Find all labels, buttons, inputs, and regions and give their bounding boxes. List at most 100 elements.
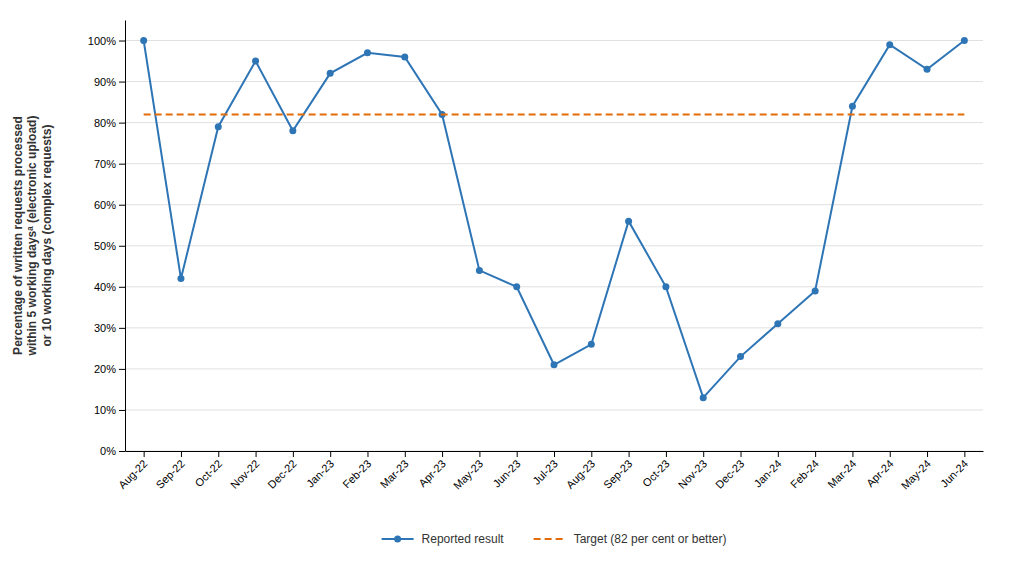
- legend-item: Reported result: [382, 532, 505, 546]
- legend-marker: [394, 536, 401, 543]
- y-tick-label: 10%: [94, 404, 116, 416]
- x-tick-label: Jun-24: [938, 457, 970, 489]
- x-tick: May-24: [899, 451, 933, 492]
- marker: [812, 287, 819, 294]
- marker: [513, 283, 520, 290]
- grid-line: [125, 245, 983, 246]
- grid-line: [125, 204, 983, 205]
- x-axis: Aug-22Sep-22Oct-22Nov-22Dec-22Jan-23Feb-…: [116, 451, 983, 492]
- x-tick-mark: [852, 451, 853, 457]
- x-tick-label: May-24: [899, 457, 933, 491]
- y-tick-label: 50%: [94, 240, 116, 252]
- marker: [625, 218, 632, 225]
- y-tick-mark: [119, 123, 125, 124]
- x-tick: Jan-24: [751, 451, 783, 490]
- marks: [140, 37, 968, 401]
- marker: [551, 361, 558, 368]
- x-tick-label: Dec-23: [713, 457, 747, 491]
- series-line: [144, 113, 965, 115]
- x-tick-mark: [703, 451, 704, 457]
- x-tick-mark: [778, 451, 779, 457]
- x-tick-mark: [367, 451, 368, 457]
- plot-area: 0%10%20%30%40%50%60%70%80%90%100%Aug-22S…: [88, 21, 984, 492]
- x-tick-mark: [927, 451, 928, 457]
- y-tick: 80%: [94, 117, 125, 129]
- marker: [588, 341, 595, 348]
- marker: [364, 49, 371, 56]
- x-tick-mark: [964, 451, 965, 457]
- grid-line: [125, 368, 983, 369]
- y-tick-mark: [119, 82, 125, 83]
- x-tick-mark: [256, 451, 257, 457]
- y-tick-mark: [119, 164, 125, 165]
- x-tick: Dec-22: [265, 451, 299, 491]
- x-tick-label: Feb-24: [788, 457, 821, 490]
- x-tick: Nov-23: [676, 451, 710, 491]
- grid-line: [125, 409, 983, 410]
- marker: [140, 37, 147, 44]
- marker: [774, 320, 781, 327]
- y-axis-title-line: within 5 working daysᵃ (electronic uploa…: [25, 116, 39, 357]
- y-tick-mark: [119, 410, 125, 411]
- y-tick: 50%: [94, 240, 125, 252]
- grid: [125, 41, 983, 451]
- y-tick: 100%: [88, 35, 125, 47]
- y-tick-mark: [119, 287, 125, 288]
- x-tick: May-23: [451, 451, 485, 492]
- x-tick-mark: [815, 451, 816, 457]
- y-tick-mark: [119, 41, 125, 42]
- y-tick-label: 70%: [94, 158, 116, 170]
- y-tick-label: 100%: [88, 35, 116, 47]
- x-tick-label: Oct-22: [192, 457, 224, 489]
- legend-label: Reported result: [422, 532, 505, 546]
- marker: [177, 275, 184, 282]
- marker: [401, 53, 408, 60]
- y-tick-label: 40%: [94, 281, 116, 293]
- y-tick: 10%: [94, 404, 125, 416]
- legend: Reported resultTarget (82 per cent or be…: [382, 532, 727, 546]
- y-tick: 0%: [100, 445, 125, 457]
- y-tick-label: 0%: [100, 445, 116, 457]
- x-tick-label: Apr-23: [416, 457, 448, 489]
- x-tick-mark: [293, 451, 294, 457]
- x-tick-label: Aug-22: [116, 457, 150, 491]
- y-tick-mark: [119, 328, 125, 329]
- x-tick: Aug-23: [564, 451, 598, 491]
- x-tick-label: May-23: [451, 457, 485, 491]
- x-tick-label: Jan-23: [304, 457, 336, 489]
- x-tick: Jan-23: [304, 451, 336, 490]
- x-tick-label: Mar-24: [825, 457, 858, 490]
- x-tick: Oct-23: [640, 451, 672, 489]
- x-tick: Apr-24: [864, 451, 896, 489]
- y-axis-title-line: or 10 working days (complex requests): [40, 124, 54, 346]
- x-tick: Sep-23: [601, 451, 635, 491]
- marker: [737, 353, 744, 360]
- y-tick: 30%: [94, 322, 125, 334]
- chart-container: 0%10%20%30%40%50%60%70%80%90%100%Aug-22S…: [0, 0, 1013, 566]
- x-tick-label: Jan-24: [751, 457, 783, 489]
- x-tick: Jun-23: [490, 451, 522, 490]
- x-tick-mark: [144, 451, 145, 457]
- marker: [662, 283, 669, 290]
- y-axis-line: [125, 21, 126, 452]
- y-tick-mark: [119, 369, 125, 370]
- x-tick-label: Sep-22: [153, 457, 187, 491]
- x-tick-label: Sep-23: [601, 457, 635, 491]
- x-tick: Mar-24: [825, 451, 858, 490]
- x-tick-mark: [330, 451, 331, 457]
- x-tick: Jun-24: [938, 451, 970, 490]
- marker: [289, 127, 296, 134]
- x-tick-mark: [629, 451, 630, 457]
- x-tick: Aug-22: [116, 451, 150, 491]
- marker: [924, 66, 931, 73]
- y-tick-mark: [119, 451, 125, 452]
- x-tick-mark: [591, 451, 592, 457]
- series-markers: [140, 37, 968, 401]
- marker: [252, 58, 259, 65]
- x-tick: Mar-23: [378, 451, 411, 490]
- x-tick: Apr-23: [416, 451, 448, 489]
- y-tick: 60%: [94, 199, 125, 211]
- grid-line: [125, 40, 983, 41]
- y-tick-label: 30%: [94, 322, 116, 334]
- y-tick: 40%: [94, 281, 125, 293]
